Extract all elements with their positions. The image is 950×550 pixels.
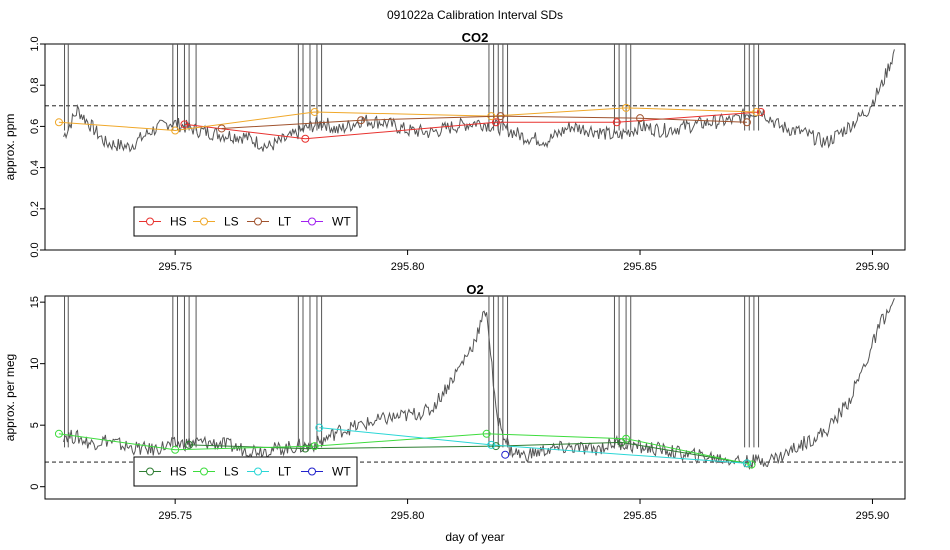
x-tick-label: 295.80 [391, 261, 425, 273]
series-point [171, 126, 180, 135]
legend-label: WT [332, 465, 351, 479]
legend-swatch-marker [146, 217, 154, 226]
series-point [185, 440, 194, 449]
series-point [310, 107, 319, 116]
legend-label: LT [278, 215, 292, 229]
x-tick-label: 295.80 [391, 510, 425, 522]
legend: HS LS LT WT [133, 206, 358, 237]
legend: HS LS LT WT [133, 456, 358, 487]
series-point [636, 114, 645, 123]
y-tick-label: 0.6 [29, 119, 41, 134]
plot-area [45, 296, 905, 470]
chart-panel-o2: O2 approx. per meg day of year 0 5 10 15 295.75… [3, 282, 906, 544]
figure-title: 091022a Calibration Interval SDs [387, 8, 563, 22]
series-point [54, 118, 63, 127]
series-point [501, 450, 510, 459]
y-tick-label: 10 [29, 358, 41, 370]
series-point [742, 459, 751, 468]
x-tick-label: 295.75 [158, 510, 192, 522]
legend-swatch-marker [254, 467, 262, 476]
plot-frame [44, 295, 906, 500]
legend-swatch-marker [200, 217, 208, 226]
y-axis-label: approx. per meg [3, 354, 17, 441]
series-point [357, 116, 366, 125]
series-wt [501, 450, 510, 459]
legend-box [133, 206, 358, 237]
series-point [217, 124, 226, 133]
legend-swatch-marker [200, 467, 208, 476]
legend-label: HS [170, 465, 187, 479]
legend-swatch-marker [308, 467, 316, 476]
series-point [310, 442, 319, 451]
x-tick-label: 295.85 [623, 510, 657, 522]
series-point [491, 442, 500, 451]
series-point [54, 429, 63, 438]
plot-area [45, 44, 905, 153]
y-tick-label: 0.4 [29, 160, 41, 175]
series-point [487, 440, 496, 449]
panel-title: CO2 [462, 30, 489, 45]
y-tick-label: 0.2 [29, 201, 41, 216]
y-axis-label: approx. ppm [3, 114, 17, 181]
panel-title: O2 [466, 282, 483, 297]
legend-label: LS [224, 215, 239, 229]
y-tick-label: 0.0 [29, 242, 41, 257]
series-ls [54, 429, 756, 469]
y-tick-label: 5 [29, 422, 41, 428]
x-axis-label: day of year [445, 530, 504, 544]
legend-label: WT [332, 215, 351, 229]
x-tick-label: 295.75 [158, 261, 192, 273]
y-tick-label: 0.8 [29, 78, 41, 93]
series-point [496, 112, 505, 121]
series-line [319, 427, 747, 464]
y-tick-label: 1.0 [29, 36, 41, 51]
legend-box [133, 456, 358, 487]
x-tick-label: 295.90 [856, 261, 890, 273]
legend-swatch-marker [146, 467, 154, 476]
series-line [58, 433, 752, 466]
plot-frame [44, 43, 906, 251]
series-lt [217, 112, 751, 133]
x-tick-label: 295.85 [623, 261, 657, 273]
series-point [180, 120, 189, 129]
series-point [622, 434, 631, 443]
y-tick-label: 0 [29, 484, 41, 490]
series-point [315, 423, 324, 432]
series-point [622, 103, 631, 112]
series-line [221, 115, 747, 129]
series-point [301, 444, 310, 453]
legend-label: LS [224, 465, 239, 479]
series-point [491, 118, 500, 127]
x-tick-label: 295.90 [856, 510, 890, 522]
legend-label: LT [278, 465, 292, 479]
series-point [747, 460, 756, 469]
measurement-trace [63, 298, 895, 470]
y-tick-label: 15 [29, 296, 41, 308]
series-line [58, 107, 757, 132]
series-point [482, 429, 491, 438]
series-point [756, 107, 765, 116]
legend-swatch-marker [254, 217, 262, 226]
legend-swatch-marker [308, 217, 316, 226]
legend-label: HS [170, 215, 187, 229]
chart-panel-co2: CO2 approx. ppm 0.0 0.2 0.4 0.6 0.8 1.0 295.75 29… [3, 30, 906, 273]
series-point [301, 134, 310, 143]
series-point [171, 445, 180, 454]
series-lt [315, 423, 751, 468]
series-point [742, 118, 751, 127]
series-point [752, 107, 761, 116]
measurement-trace [63, 49, 895, 153]
series-point [612, 118, 621, 127]
